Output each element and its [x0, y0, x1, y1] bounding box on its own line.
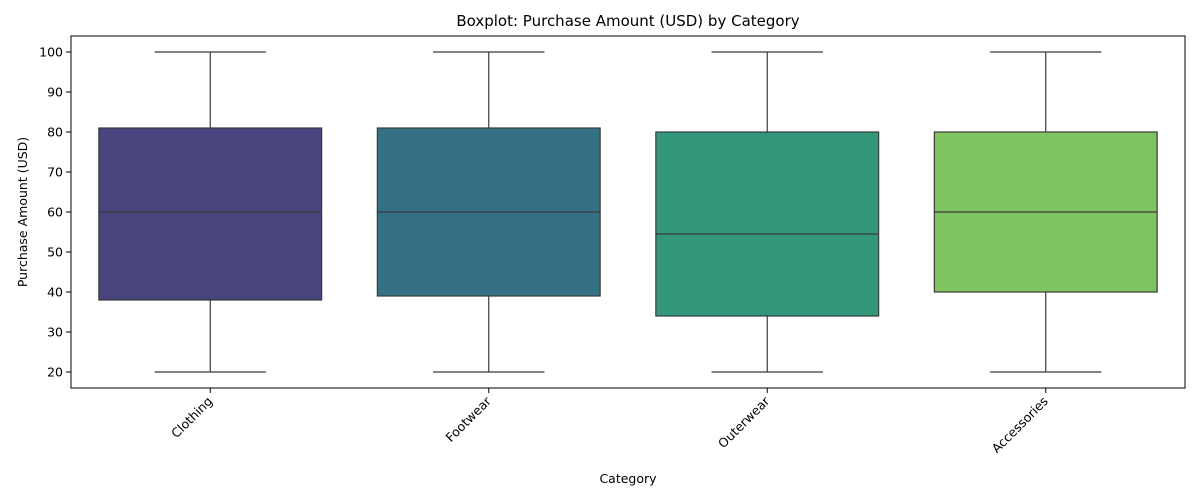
box-accessories: [933, 51, 1158, 373]
y-tick-label: 70: [47, 165, 63, 180]
y-tick-label: 30: [47, 325, 63, 340]
x-axis: Clothing Footwear Outerwear Accessories: [168, 388, 1051, 456]
iqr-box: [98, 127, 323, 301]
y-tick-label: 80: [47, 125, 63, 140]
y-tick-label: 50: [47, 245, 63, 260]
iqr-box: [655, 131, 880, 317]
x-tick-label: Outerwear: [715, 393, 773, 451]
y-axis-label: Purchase Amount (USD): [15, 137, 30, 287]
box-outerwear: [655, 51, 880, 373]
y-tick-label: 100: [39, 45, 63, 60]
y-tick-label: 20: [47, 365, 63, 380]
y-tick-label: 90: [47, 85, 63, 100]
x-tick-label: Clothing: [168, 394, 215, 441]
y-tick-label: 40: [47, 285, 63, 300]
y-tick-label: 60: [47, 205, 63, 220]
box-footwear: [376, 51, 601, 373]
y-axis: 20 30 40 50 60 70 80 90 100: [39, 45, 71, 380]
x-tick-label: Accessories: [988, 394, 1050, 456]
chart-title: Boxplot: Purchase Amount (USD) by Catego…: [456, 12, 799, 30]
x-tick-label: Footwear: [442, 393, 494, 445]
plot-area: [98, 51, 1158, 373]
x-axis-label: Category: [599, 471, 657, 486]
box-clothing: [98, 51, 323, 373]
